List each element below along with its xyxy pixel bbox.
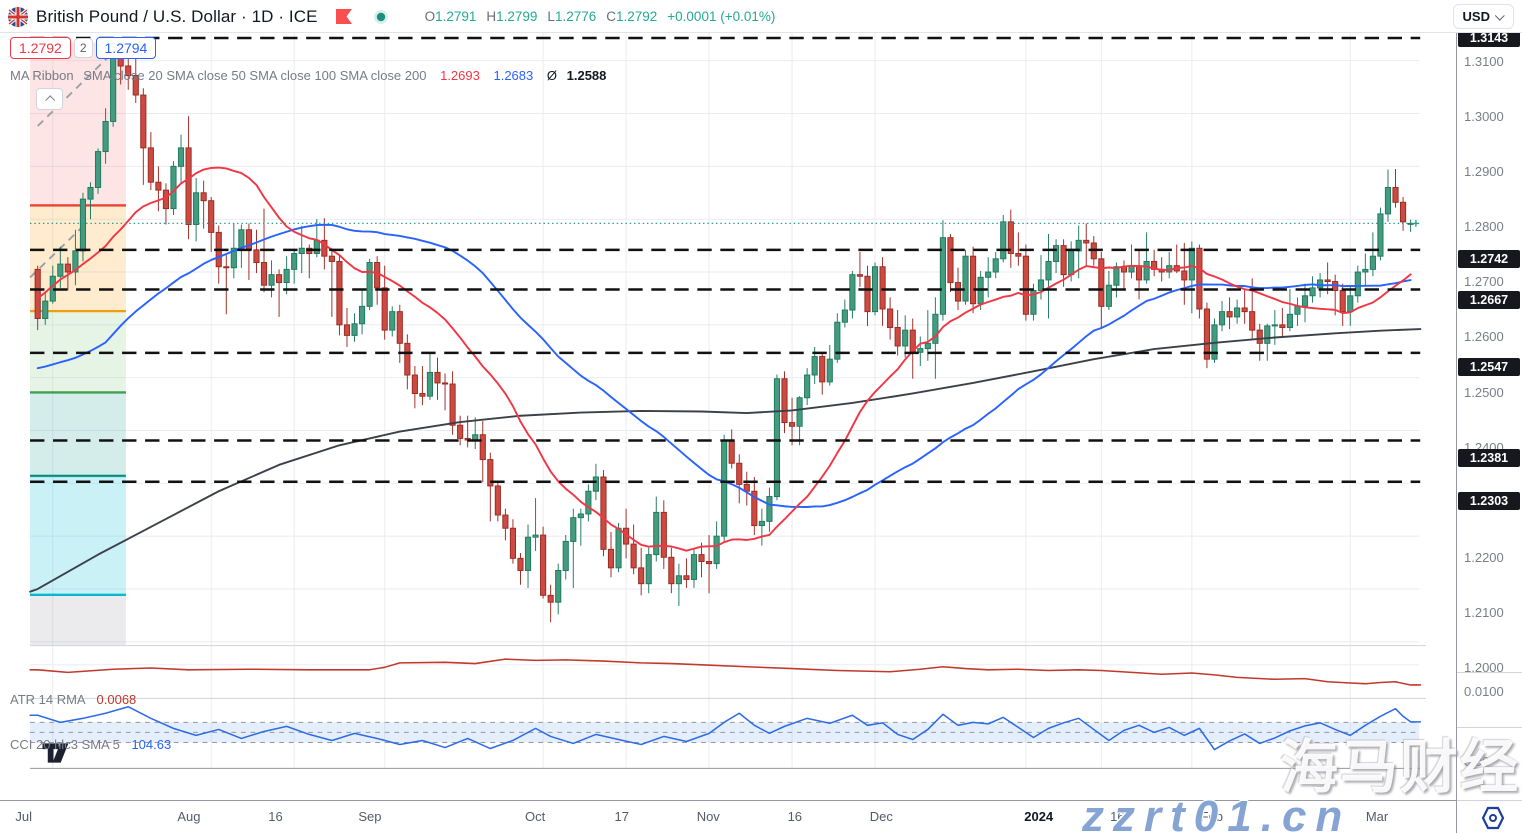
atr-name: ATR 14 RMA <box>10 692 85 707</box>
chart-canvas[interactable] <box>0 33 1456 800</box>
close-label: C <box>606 9 616 24</box>
axis-separator <box>1457 727 1522 728</box>
open-label: O <box>424 9 436 24</box>
close-value: 1.2792 <box>615 9 658 24</box>
level-price-badge: 1.2667 <box>1458 291 1520 310</box>
cci-name: CCI 20 hlc3 SMA 5 <box>10 737 120 752</box>
chart-header: British Pound / U.S. Dollar · 1D · ICE O… <box>0 0 1522 33</box>
chevron-up-icon <box>45 94 56 105</box>
ask-price-pill[interactable]: 1.2794 <box>95 37 157 59</box>
symbol-title[interactable]: British Pound / U.S. Dollar · 1D · ICE <box>36 6 318 26</box>
legend-collapse-button[interactable] <box>36 88 63 110</box>
price-label: 1.3000 <box>1464 109 1504 124</box>
time-label: Mar <box>1365 809 1389 824</box>
price-label: 1.2000 <box>1464 660 1504 675</box>
price-label: 1.2500 <box>1464 384 1504 400</box>
price-label: 1.2200 <box>1464 549 1504 565</box>
axis-separator <box>1457 672 1522 673</box>
quote-pills: 1.2792 2 1.2794 <box>10 37 157 59</box>
indicator-axis-label: 0.00 <box>1464 754 1490 769</box>
ma20-value: 1.2693 <box>440 68 480 83</box>
time-label: Feb <box>1200 809 1223 824</box>
time-label: Nov <box>696 809 720 824</box>
chevron-down-icon <box>1494 10 1505 21</box>
time-label: Sep <box>358 809 382 824</box>
indicator-axis-label: 0.0100 <box>1464 684 1504 699</box>
ma-ribbon-name: MA Ribbon <box>10 68 74 83</box>
spread-pill[interactable]: 2 <box>73 38 93 58</box>
open-value: 1.2791 <box>435 9 477 24</box>
currency-label: USD <box>1462 9 1490 24</box>
axis-separator <box>1457 800 1522 801</box>
price-label: 1.2100 <box>1464 604 1504 620</box>
level-price-badge: 1.2547 <box>1458 357 1520 376</box>
ma-ribbon-legend[interactable]: MA Ribbon SMA close 20 SMA close 50 SMA … <box>10 68 606 83</box>
atr-legend[interactable]: ATR 14 RMA 0.0068 <box>10 692 136 707</box>
time-label: Dec <box>869 809 893 824</box>
low-value: 1.2776 <box>554 9 597 24</box>
level-price-badge: 1.3143 <box>1458 29 1520 48</box>
ma-average-symbol: Ø <box>546 68 557 83</box>
high-value: 1.2799 <box>496 9 538 24</box>
price-label: 1.2600 <box>1464 329 1504 345</box>
atr-value: 0.0068 <box>96 692 137 707</box>
time-label: 2024 <box>1024 809 1054 824</box>
price-label: 1.3100 <box>1464 53 1504 69</box>
level-price-badge: 1.2742 <box>1458 250 1520 269</box>
market-status-icon[interactable] <box>373 9 389 25</box>
time-label: 17 <box>614 809 629 824</box>
flagged-bookmark-icon[interactable] <box>335 9 353 24</box>
time-label: Jul <box>15 809 33 824</box>
time-label: Aug <box>177 809 201 824</box>
ma-average-value: 1.2588 <box>566 68 607 83</box>
price-axis[interactable]: 1.3100 1.3000 1.2900 1.2800 1.2700 1.2600 1.25… <box>1456 0 1522 833</box>
level-price-badge: 1.2303 <box>1458 492 1520 511</box>
time-label: 16 <box>268 809 283 824</box>
price-label: 1.2700 <box>1464 274 1504 290</box>
price-label: 1.2800 <box>1464 219 1504 235</box>
cci-legend[interactable]: CCI 20 hlc3 SMA 5 104.63 <box>10 737 171 752</box>
price-label: 1.2900 <box>1464 164 1504 180</box>
ma-ribbon-params: SMA close 20 SMA close 50 SMA close 100 … <box>83 68 427 83</box>
time-label: 16 <box>787 809 803 824</box>
time-label: Oct <box>525 809 546 824</box>
bid-price-pill[interactable]: 1.2792 <box>10 37 71 59</box>
cci-value: 104.63 <box>131 737 172 752</box>
level-price-badge: 1.2381 <box>1458 449 1520 468</box>
tradingview-logo[interactable] <box>42 743 69 763</box>
time-axis[interactable]: Jul Aug 16 Sep Oct 17 Nov 16 Dec 2024 16 Feb Mar <box>0 800 1456 833</box>
low-label: L <box>547 9 555 24</box>
gb-flag-icon <box>8 6 28 27</box>
currency-dropdown[interactable]: USD <box>1452 4 1514 29</box>
high-label: H <box>486 9 497 24</box>
ma50-value: 1.2683 <box>493 68 534 83</box>
change-value: +0.0001 (+0.01%) <box>667 9 776 24</box>
ohlc-readout: O1.2791 H1.2799 L1.2776 C1.2792 +0.0001 … <box>425 9 776 24</box>
time-label: 16 <box>1110 809 1125 824</box>
